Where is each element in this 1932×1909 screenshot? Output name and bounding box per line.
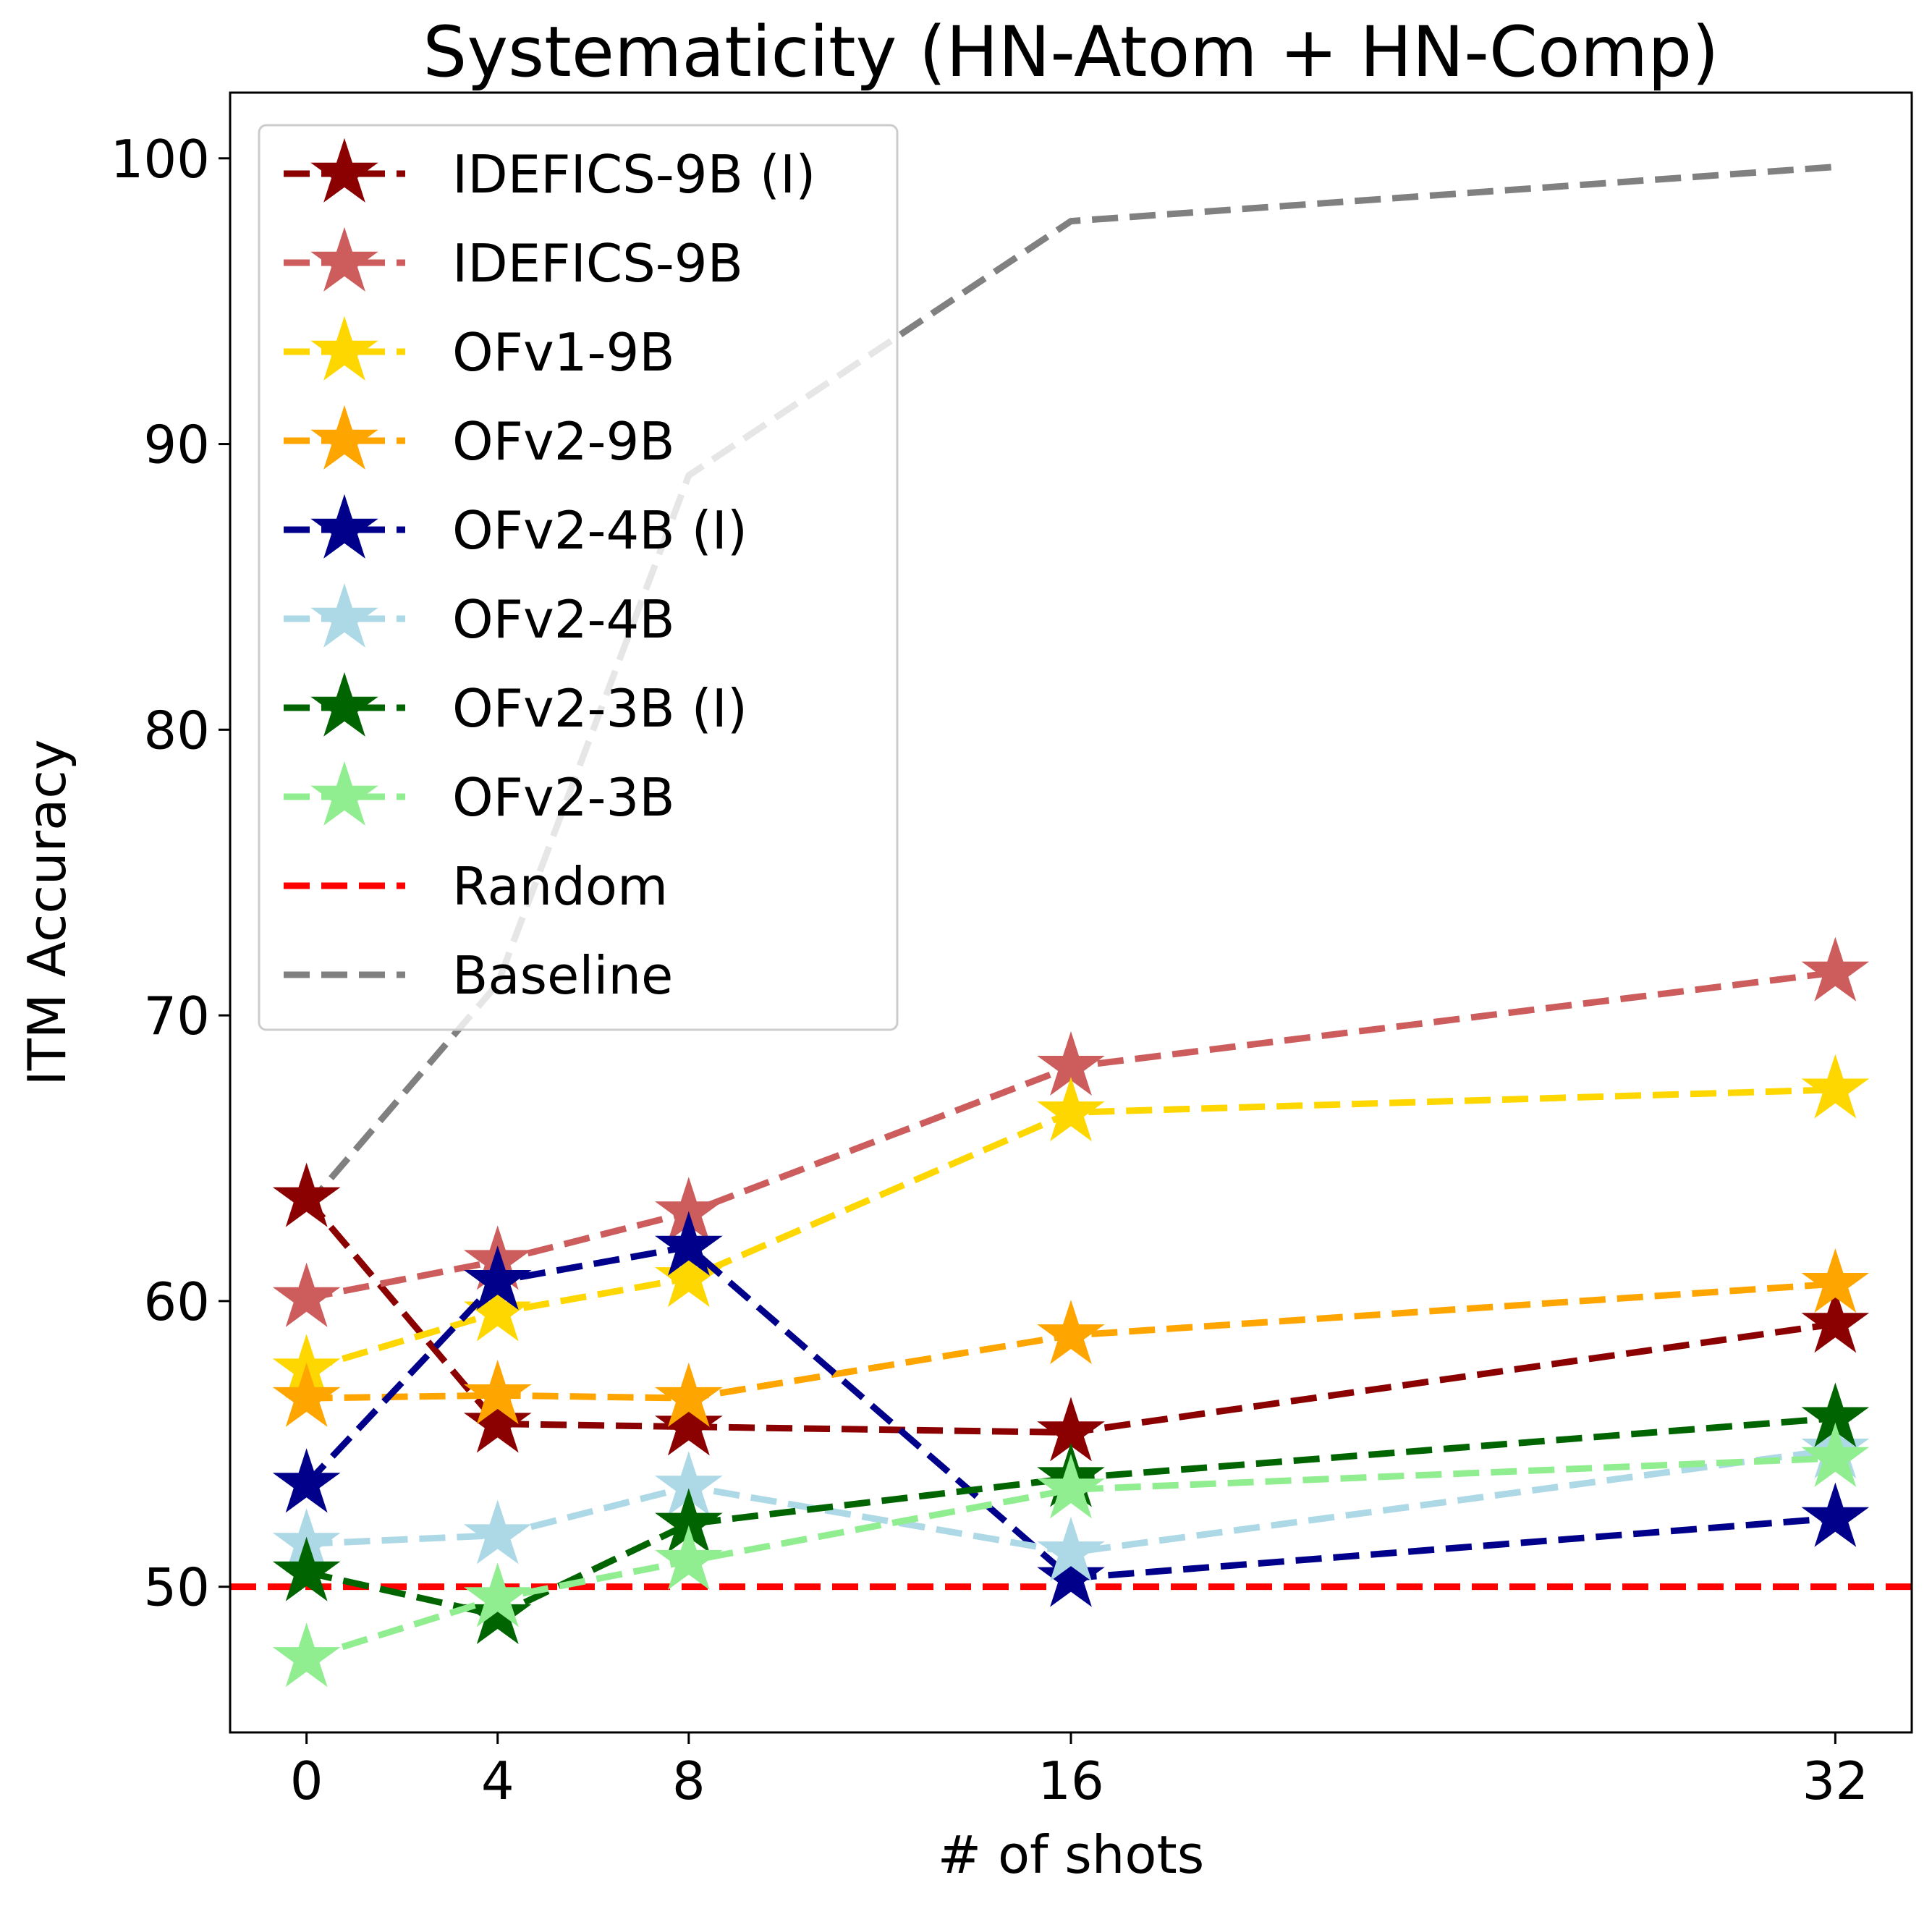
x-axis-label: # of shots: [938, 1824, 1204, 1885]
legend-star-icon: [310, 316, 378, 381]
star-marker: [1801, 1482, 1870, 1547]
star-marker: [1801, 1422, 1870, 1487]
legend-star-icon: [310, 583, 378, 648]
series-ofv2-4b-i: [272, 1211, 1870, 1607]
legend-label: Random: [452, 856, 668, 917]
star-marker: [1801, 936, 1870, 1002]
star-marker: [463, 1499, 532, 1565]
legend: IDEFICS-9B (I) IDEFICS-9B OFv1-9B OFv2-9B OF…: [258, 124, 899, 1031]
legend-item: OFv2-3B (I): [284, 672, 747, 739]
y-tick-label: 100: [111, 129, 210, 190]
y-tick-label: 70: [143, 986, 210, 1046]
star-marker: [655, 1391, 723, 1456]
star-marker: [272, 1162, 341, 1227]
legend-label: OFv2-4B (I): [452, 500, 747, 561]
star-marker: [1801, 1248, 1870, 1313]
x-tick-label: 32: [1802, 1751, 1869, 1811]
plot-area: [230, 164, 1912, 1688]
legend-item: OFv2-3B: [284, 761, 675, 828]
y-tick-label: 90: [143, 415, 210, 475]
legend-item: IDEFICS-9B (I): [284, 137, 815, 205]
star-marker: [463, 1359, 532, 1425]
star-marker: [272, 1362, 341, 1427]
star-marker: [1037, 1517, 1105, 1582]
axes: 0 4 8 16 32 50 60 70 80 90 100: [111, 129, 1869, 1811]
star-marker: [272, 1622, 341, 1688]
legend-label: OFv2-9B: [452, 411, 675, 472]
star-marker: [1037, 1077, 1105, 1142]
legend-star-icon: [310, 137, 378, 203]
star-marker: [272, 1262, 341, 1327]
legend-star-icon: [310, 761, 378, 826]
star-marker: [655, 1525, 723, 1591]
legend-item: OFv2-4B (I): [284, 494, 747, 561]
legend-star-icon: [310, 405, 378, 470]
y-tick-label: 50: [143, 1557, 210, 1618]
star-marker: [463, 1245, 532, 1311]
legend-label: OFv2-3B: [452, 767, 675, 828]
legend-label: OFv2-3B (I): [452, 678, 747, 739]
legend-star-icon: [310, 672, 378, 737]
legend-star-icon: [310, 227, 378, 292]
legend-item: Baseline: [284, 945, 673, 1006]
star-marker: [1037, 1542, 1105, 1607]
y-axis-label: ITM Accuracy: [17, 740, 77, 1086]
series-line: [305, 1415, 1836, 1619]
legend-item: OFv2-4B: [284, 583, 675, 650]
legend-label: Baseline: [452, 945, 673, 1006]
star-marker: [655, 1362, 723, 1427]
series-ofv2-3b: [272, 1422, 1870, 1688]
star-marker: [655, 1211, 723, 1276]
star-marker: [1037, 1454, 1105, 1519]
legend-box: [258, 124, 899, 1031]
series-ofv2-9b: [272, 1248, 1870, 1427]
star-marker: [1801, 1288, 1870, 1353]
star-marker: [1801, 1054, 1870, 1119]
legend-item: IDEFICS-9B: [284, 227, 743, 294]
x-tick-label: 16: [1038, 1751, 1104, 1811]
legend-star-icon: [310, 494, 378, 559]
chart-title: Systematicity (HN-Atom + HN-Comp): [423, 12, 1719, 93]
legend-label: OFv1-9B: [452, 322, 675, 383]
y-tick-label: 60: [143, 1271, 210, 1332]
x-tick-label: 4: [481, 1751, 514, 1811]
star-marker: [272, 1536, 341, 1601]
legend-label: IDEFICS-9B (I): [452, 144, 815, 205]
legend-item: OFv1-9B: [284, 316, 675, 383]
series-line: [304, 1195, 1836, 1436]
x-tick-label: 8: [672, 1751, 706, 1811]
legend-item: Random: [284, 856, 668, 917]
legend-label: OFv2-4B: [452, 589, 675, 650]
legend-item: OFv2-9B: [284, 405, 675, 472]
star-marker: [1037, 1300, 1105, 1365]
x-tick-label: 0: [290, 1751, 323, 1811]
star-marker: [463, 1388, 532, 1453]
star-marker: [272, 1448, 341, 1513]
y-tick-label: 80: [143, 700, 210, 761]
series-idefics-9b-i: [272, 1162, 1870, 1462]
legend-label: IDEFICS-9B: [452, 233, 743, 294]
star-marker: [463, 1562, 532, 1627]
